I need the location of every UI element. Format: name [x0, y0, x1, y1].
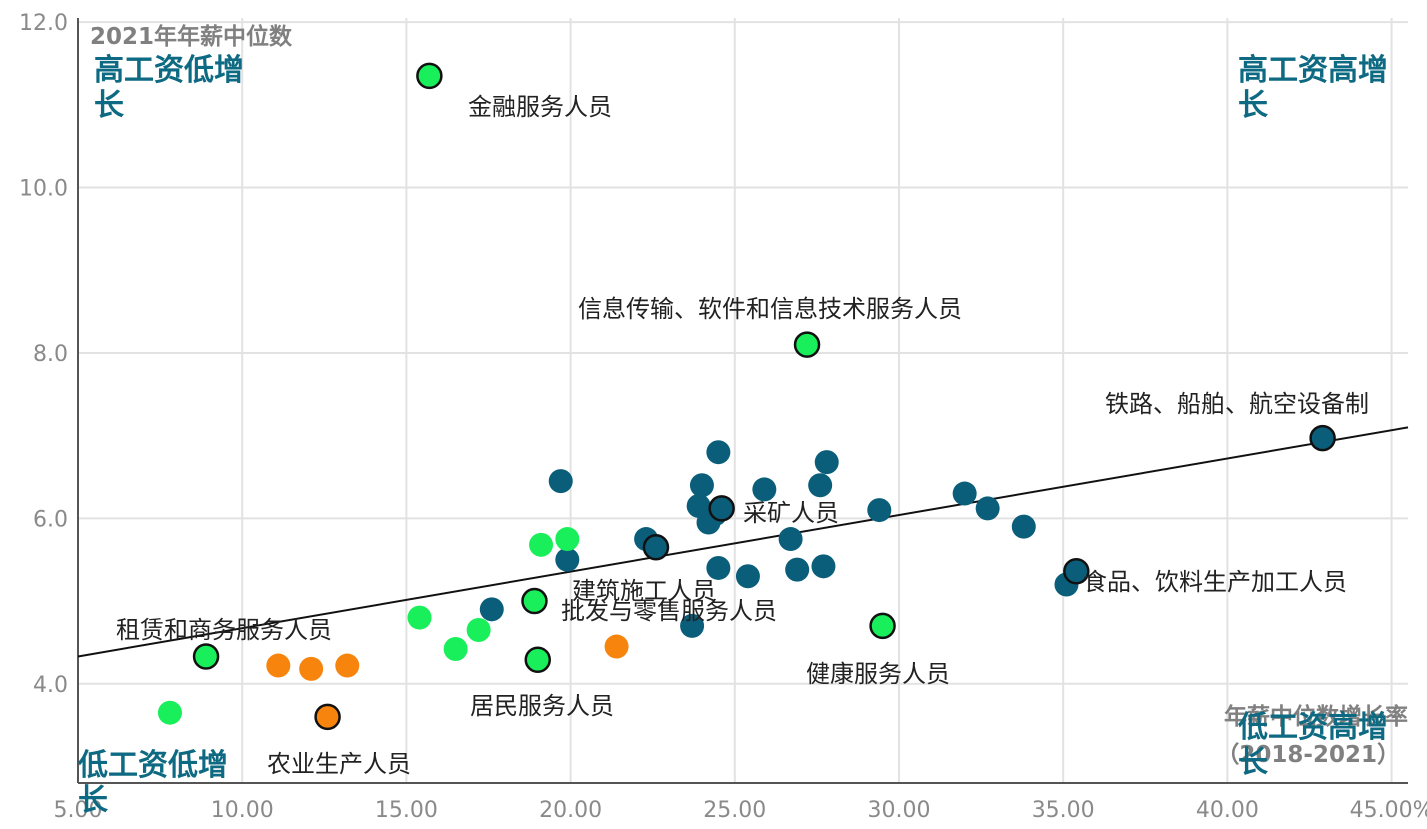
point-label: 农业生产人员 [267, 750, 411, 778]
data-point [299, 656, 324, 681]
data-point [529, 532, 554, 557]
data-point [680, 613, 705, 638]
quadrant-top-left-line2: 长 [94, 88, 124, 123]
data-point [867, 498, 892, 523]
point-labels: 金融服务人员信息传输、软件和信息技术服务人员铁路、船舶、航空设备制采矿人员建筑施… [116, 93, 1369, 778]
gridlines [78, 18, 1408, 783]
data-point [706, 440, 731, 465]
y-tick-label: 12.0 [19, 11, 68, 36]
x-tick-label: 30.00 [867, 798, 930, 823]
x-tick-label: 40.00 [1196, 798, 1259, 823]
y-tick-label: 6.0 [33, 507, 68, 532]
trend-line [77, 426, 1409, 658]
point-label: 批发与零售服务人员 [561, 597, 777, 625]
data-point [548, 469, 573, 494]
highlighted-point [793, 331, 821, 358]
data-point [479, 597, 504, 622]
data-point [335, 653, 360, 678]
x-axis-title-line1: 年薪中位数增长率 [1224, 703, 1408, 730]
x-tick-label: 15.00 [375, 798, 438, 823]
x-tick-label: 5.00 [54, 798, 103, 823]
highlighted-point [314, 703, 341, 731]
data-point [735, 564, 760, 589]
tick-labels: 5.00 10.00 15.00 20.00 25.00 30.00 35.00 40.00 4… [19, 11, 1427, 823]
data-points [157, 62, 1336, 731]
highlighted-point [416, 62, 443, 90]
data-point [555, 527, 580, 552]
data-point [1011, 514, 1036, 539]
highlighted-point [524, 646, 552, 674]
data-point [604, 634, 629, 659]
data-point [689, 473, 714, 498]
data-point [808, 473, 833, 498]
x-tick-label: 20.00 [539, 798, 602, 823]
y-tick-label: 8.0 [33, 342, 68, 367]
point-label: 采矿人员 [743, 499, 839, 527]
highlighted-point [642, 534, 670, 561]
point-label: 租赁和商务服务人员 [116, 616, 332, 644]
data-point [266, 653, 291, 678]
point-label: 铁路、船舶、航空设备制 [1105, 390, 1369, 418]
quadrant-top-left-line1: 高工资低增 [94, 53, 244, 88]
quadrant-top-right-line2: 长 [1238, 88, 1268, 123]
x-tick-label: 25.00 [703, 798, 766, 823]
data-point [706, 555, 731, 580]
point-label: 健康服务人员 [806, 660, 950, 688]
highlighted-point [1309, 424, 1336, 452]
quadrant-bottom-right-line1: 低工资高增 [1237, 710, 1388, 745]
quadrant-bottom-right-line2: 长 [1238, 745, 1268, 780]
data-point [752, 477, 777, 502]
data-point [975, 496, 1000, 521]
point-label: 建筑施工人员 [572, 577, 716, 605]
data-point [814, 450, 839, 475]
y-tick-label: 4.0 [33, 673, 68, 698]
quadrant-bottom-left-line1: 低工资低增 [77, 748, 228, 783]
point-label: 居民服务人员 [470, 692, 614, 720]
data-point [811, 554, 836, 579]
data-point [407, 605, 432, 630]
data-point [952, 481, 977, 506]
x-tick-label: 10.00 [211, 798, 274, 823]
data-point [466, 618, 491, 642]
y-axis-title: 2021年年薪中位数 [90, 23, 293, 50]
x-axis-title-line2: （2018-2021） [1216, 741, 1400, 768]
quadrant-top-right-line1: 高工资高增 [1238, 53, 1388, 88]
quadrant-bottom-left-line2: 长 [78, 783, 108, 818]
highlighted-point [521, 587, 548, 615]
x-tick-label: 45.00% [1350, 798, 1427, 823]
point-label: 金融服务人员 [468, 93, 612, 121]
data-point [778, 527, 803, 552]
highlighted-point [869, 612, 896, 640]
highlighted-point [1063, 558, 1090, 585]
data-point [785, 557, 810, 582]
point-label: 食品、饮料生产加工人员 [1083, 568, 1347, 596]
highlighted-point [192, 643, 220, 670]
highlighted-point [708, 495, 735, 522]
x-tick-label: 35.00 [1032, 798, 1095, 823]
point-label: 信息传输、软件和信息技术服务人员 [578, 295, 962, 323]
data-point [555, 547, 580, 572]
y-tick-label: 10.0 [19, 177, 68, 202]
data-point [157, 700, 182, 725]
data-point [443, 637, 468, 662]
